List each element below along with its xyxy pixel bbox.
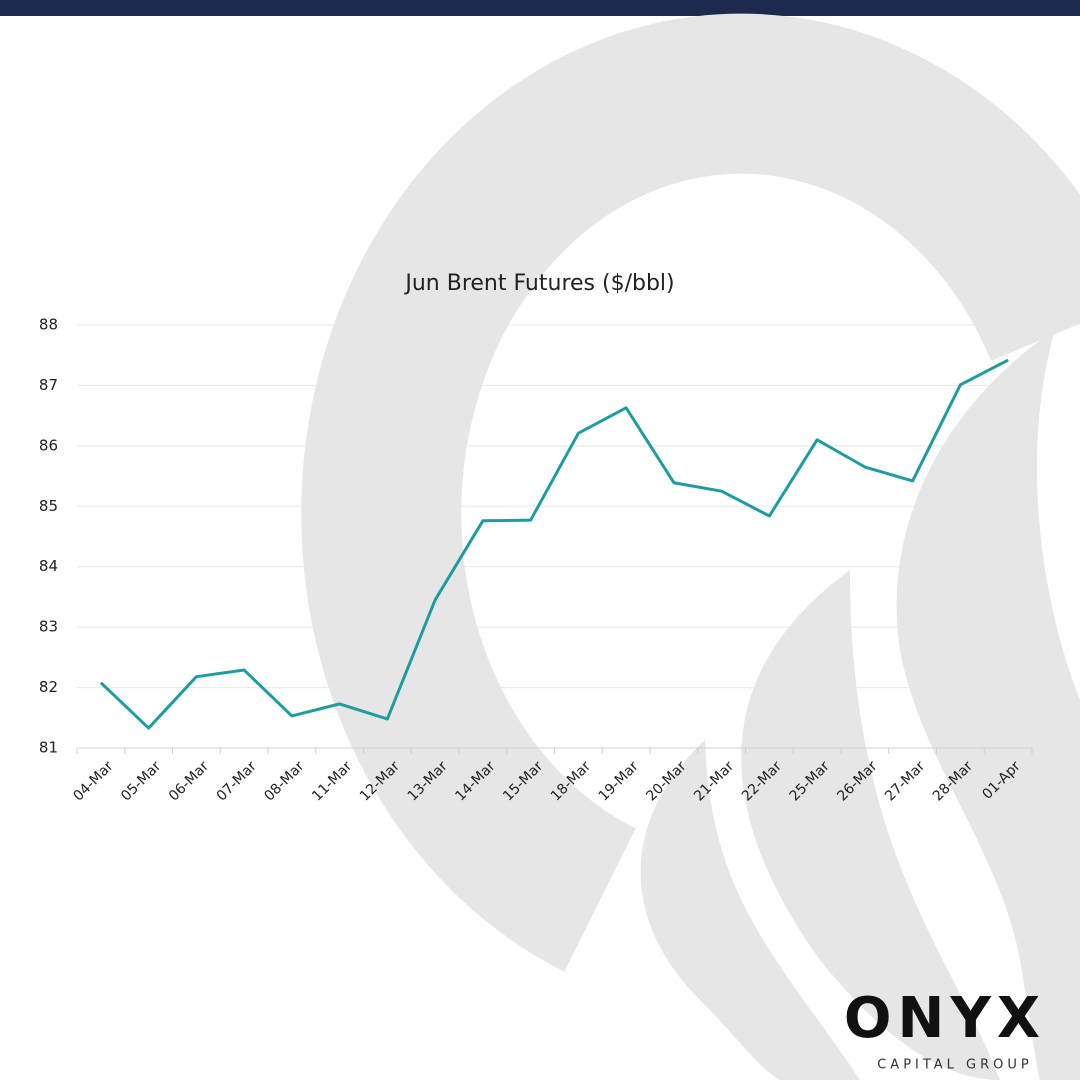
background-flames — [640, 330, 1080, 1080]
y-tick-label: 83 — [39, 618, 58, 636]
plot-area: 81 82 83 84 85 86 87 88 04-Mar 05-Mar 06-Mar 07-Mar… — [39, 316, 1033, 805]
x-tick-label: 11-Mar — [309, 758, 355, 804]
x-tick-label: 27-Mar — [882, 758, 928, 804]
logo-tagline: CAPITAL GROUP — [877, 1058, 1033, 1073]
y-tick-label: 87 — [39, 376, 58, 394]
logo-name: ONYX — [844, 986, 1046, 1051]
x-tick-label: 04-Mar — [70, 758, 116, 804]
x-tick-label: 05-Mar — [118, 758, 164, 804]
x-tick-label: 19-Mar — [596, 758, 642, 804]
top-bar — [0, 0, 1080, 16]
y-tick-label: 88 — [39, 316, 58, 334]
y-tick-label: 86 — [39, 436, 58, 454]
y-tick-label: 82 — [39, 678, 58, 696]
chart-title: Jun Brent Futures ($/bbl) — [403, 271, 674, 296]
x-tick-label: 08-Mar — [261, 758, 307, 804]
y-tick-label: 81 — [39, 739, 58, 757]
line-series — [99, 358, 1009, 730]
x-tick-label: 07-Mar — [214, 758, 260, 804]
y-tick-label: 85 — [39, 497, 58, 515]
x-tick-label: 06-Mar — [166, 758, 212, 804]
y-tick-label: 84 — [39, 557, 58, 575]
background-logo — [301, 13, 1080, 972]
